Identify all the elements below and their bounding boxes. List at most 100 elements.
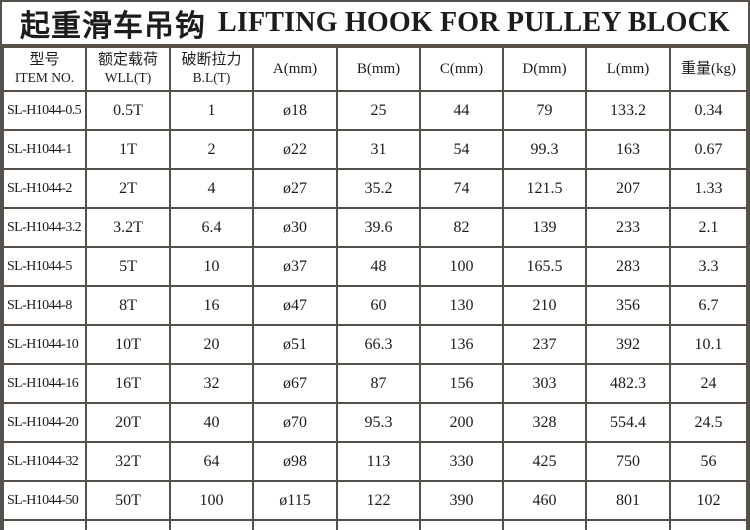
value-cell: 99.3 — [502, 129, 587, 170]
item-no-cell: SL-H1044-20 — [2, 402, 87, 443]
column-header-line2: WLL(T) — [104, 69, 152, 85]
partial-row — [2, 519, 748, 530]
value-cell: 32 — [169, 363, 254, 404]
table-body: SL-H1044-0.5 0.5T 1 ø18 25 44 79 133.2 0.34 SL-H1… — [2, 90, 748, 530]
column-header-label: A(mm) — [272, 60, 318, 77]
value-cell: 60 — [336, 285, 421, 326]
table-row: SL-H1044-10 10T 20 ø51 66.3 136 237 392 10.1 — [2, 324, 748, 365]
item-no-cell: SL-H1044-0.5 — [2, 90, 87, 131]
value-cell: 460 — [502, 480, 587, 521]
value-cell: 54 — [419, 129, 504, 170]
page-title: 起重滑车吊钩 LIFTING HOOK FOR PULLEY BLOCK — [2, 2, 748, 46]
empty-cell — [85, 519, 171, 530]
column-header: D(mm) — [502, 46, 587, 92]
value-cell: 390 — [419, 480, 504, 521]
value-cell: 35.2 — [336, 168, 421, 209]
value-cell: 133.2 — [585, 90, 671, 131]
item-no-cell: SL-H1044-16 — [2, 363, 87, 404]
column-header-label: 重量(kg) — [681, 60, 736, 77]
column-header: 重量(kg) — [669, 46, 748, 92]
item-no-cell: SL-H1044-3.2 — [2, 207, 87, 248]
value-cell: ø51 — [252, 324, 338, 365]
page-title-chinese: 起重滑车吊钩 — [20, 10, 207, 43]
value-cell: 24 — [669, 363, 748, 404]
value-cell: 0.5T — [85, 90, 171, 131]
value-cell: 2T — [85, 168, 171, 209]
table-row: SL-H1044-5 5T 10 ø37 48 100 165.5 283 3.3 — [2, 246, 748, 287]
value-cell: ø47 — [252, 285, 338, 326]
value-cell: 750 — [585, 441, 671, 482]
value-cell: 40 — [169, 402, 254, 443]
value-cell: 0.34 — [669, 90, 748, 131]
table-row: SL-H1044-32 32T 64 ø98 113 330 425 750 56 — [2, 441, 748, 482]
value-cell: ø30 — [252, 207, 338, 248]
value-cell: 330 — [419, 441, 504, 482]
value-cell: ø22 — [252, 129, 338, 170]
value-cell: 2.1 — [669, 207, 748, 248]
value-cell: ø27 — [252, 168, 338, 209]
column-header: A(mm) — [252, 46, 338, 92]
empty-cell — [585, 519, 671, 530]
value-cell: 3.3 — [669, 246, 748, 287]
value-cell: 482.3 — [585, 363, 671, 404]
value-cell: 283 — [585, 246, 671, 287]
value-cell: 25 — [336, 90, 421, 131]
empty-cell — [252, 519, 338, 530]
empty-cell — [169, 519, 254, 530]
value-cell: ø18 — [252, 90, 338, 131]
empty-cell — [2, 519, 87, 530]
empty-cell — [336, 519, 421, 530]
column-header-line2: B.L(T) — [192, 69, 231, 85]
value-cell: 139 — [502, 207, 587, 248]
column-header: C(mm) — [419, 46, 504, 92]
value-cell: 1T — [85, 129, 171, 170]
table-row: SL-H1044-8 8T 16 ø47 60 130 210 356 6.7 — [2, 285, 748, 326]
table-row: SL-H1044-1 1T 2 ø22 31 54 99.3 163 0.67 — [2, 129, 748, 170]
value-cell: 1 — [169, 90, 254, 131]
page-title-english: LIFTING HOOK FOR PULLEY BLOCK — [218, 7, 730, 38]
value-cell: 328 — [502, 402, 587, 443]
value-cell: 303 — [502, 363, 587, 404]
column-header-label: D(mm) — [522, 60, 567, 77]
column-header: B(mm) — [336, 46, 421, 92]
empty-cell — [502, 519, 587, 530]
value-cell: 32T — [85, 441, 171, 482]
value-cell: 102 — [669, 480, 748, 521]
value-cell: ø115 — [252, 480, 338, 521]
value-cell: 207 — [585, 168, 671, 209]
value-cell: ø70 — [252, 402, 338, 443]
value-cell: 165.5 — [502, 246, 587, 287]
value-cell: 122 — [336, 480, 421, 521]
value-cell: 20T — [85, 402, 171, 443]
column-header-label: C(mm) — [439, 60, 484, 77]
value-cell: 44 — [419, 90, 504, 131]
item-no-cell: SL-H1044-8 — [2, 285, 87, 326]
value-cell: 50T — [85, 480, 171, 521]
value-cell: 48 — [336, 246, 421, 287]
value-cell: 24.5 — [669, 402, 748, 443]
value-cell: 82 — [419, 207, 504, 248]
item-no-cell: SL-H1044-1 — [2, 129, 87, 170]
value-cell: 87 — [336, 363, 421, 404]
column-header: 型号 ITEM NO. — [2, 46, 87, 92]
value-cell: 113 — [336, 441, 421, 482]
value-cell: 130 — [419, 285, 504, 326]
table-row: SL-H1044-0.5 0.5T 1 ø18 25 44 79 133.2 0.34 — [2, 90, 748, 131]
item-no-cell: SL-H1044-5 — [2, 246, 87, 287]
spec-table: 型号 ITEM NO. 额定载荷 WLL(T) 破断拉力 B.L(T) A(mm) B(mm)… — [2, 46, 748, 530]
value-cell: 233 — [585, 207, 671, 248]
value-cell: 5T — [85, 246, 171, 287]
value-cell: 801 — [585, 480, 671, 521]
table-row: SL-H1044-16 16T 32 ø67 87 156 303 482.3 24 — [2, 363, 748, 404]
value-cell: 95.3 — [336, 402, 421, 443]
table-row: SL-H1044-50 50T 100 ø115 122 390 460 801 102 — [2, 480, 748, 521]
value-cell: 6.4 — [169, 207, 254, 248]
value-cell: 56 — [669, 441, 748, 482]
value-cell: 10T — [85, 324, 171, 365]
value-cell: 0.67 — [669, 129, 748, 170]
column-header: L(mm) — [585, 46, 671, 92]
value-cell: 64 — [169, 441, 254, 482]
value-cell: 16T — [85, 363, 171, 404]
value-cell: 156 — [419, 363, 504, 404]
value-cell: 210 — [502, 285, 587, 326]
